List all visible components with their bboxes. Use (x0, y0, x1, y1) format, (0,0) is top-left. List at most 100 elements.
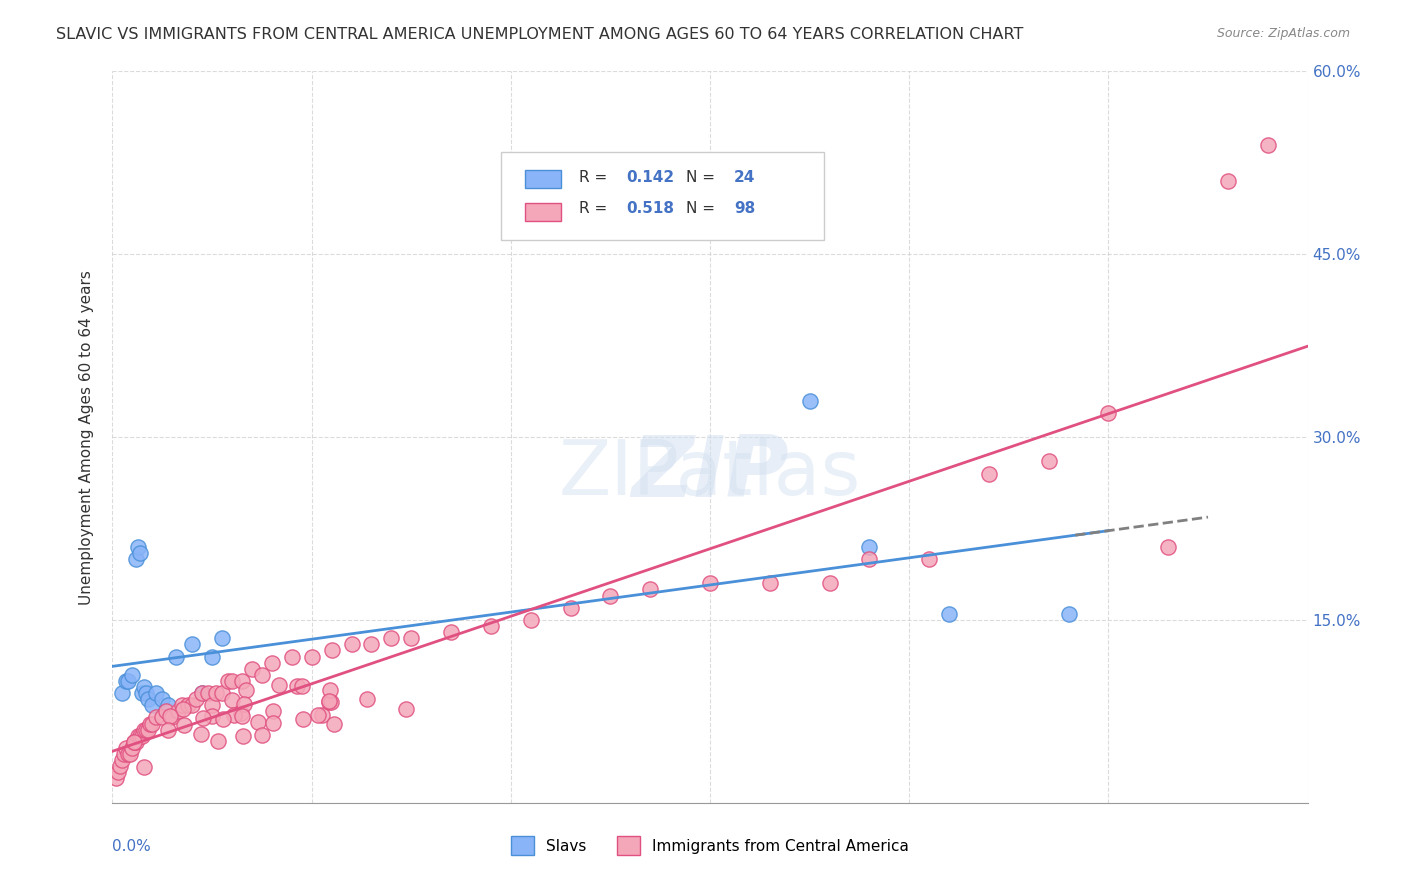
Immigrants from Central America (321, 695, 343, 709)
Immigrants from Central America (262, 716, 284, 731)
Immigrants from Central America (640, 582, 662, 597)
Immigrants from Central America (247, 714, 270, 729)
Immigrants from Central America (145, 710, 167, 724)
Slavs (117, 673, 139, 688)
Immigrants from Central America (155, 705, 177, 719)
Immigrants from Central America (285, 679, 308, 693)
Text: 0.518: 0.518 (627, 202, 675, 217)
Immigrants from Central America (197, 686, 219, 700)
Slavs (211, 632, 233, 646)
Immigrants from Central America (150, 710, 173, 724)
Immigrants from Central America (262, 704, 284, 718)
Immigrants from Central America (292, 712, 315, 726)
Immigrants from Central America (138, 723, 160, 737)
Slavs (858, 540, 880, 554)
Text: N =: N = (686, 169, 720, 185)
Immigrants from Central America (380, 632, 402, 646)
Immigrants from Central America (319, 683, 342, 698)
Immigrants from Central America (157, 723, 180, 737)
Immigrants from Central America (340, 637, 363, 651)
Slavs (121, 667, 143, 681)
Text: ZIPatlas: ZIPatlas (558, 437, 862, 510)
Immigrants from Central America (818, 576, 841, 591)
Immigrants from Central America (191, 686, 214, 700)
Y-axis label: Unemployment Among Ages 60 to 64 years: Unemployment Among Ages 60 to 64 years (79, 269, 94, 605)
Immigrants from Central America (1097, 406, 1119, 420)
Immigrants from Central America (560, 600, 582, 615)
Immigrants from Central America (356, 691, 378, 706)
Immigrants from Central America (131, 729, 153, 743)
Immigrants from Central America (172, 698, 194, 713)
Immigrants from Central America (207, 733, 229, 747)
Immigrants from Central America (231, 706, 253, 720)
Immigrants from Central America (1038, 454, 1060, 468)
Slavs (191, 686, 214, 700)
Immigrants from Central America (977, 467, 1000, 481)
Immigrants from Central America (250, 667, 273, 681)
Immigrants from Central America (250, 727, 273, 741)
Immigrants from Central America (222, 708, 245, 723)
Immigrants from Central America (1157, 540, 1180, 554)
Immigrants from Central America (318, 694, 340, 708)
Immigrants from Central America (394, 701, 416, 715)
Immigrants from Central America (260, 656, 283, 670)
Immigrants from Central America (240, 662, 263, 676)
Immigrants from Central America (217, 673, 239, 688)
Immigrants from Central America (111, 753, 134, 767)
Immigrants from Central America (321, 643, 343, 657)
Immigrants from Central America (139, 716, 162, 731)
Slavs (799, 393, 821, 408)
Text: 0.0%: 0.0% (112, 839, 152, 855)
Immigrants from Central America (201, 709, 224, 723)
Text: SLAVIC VS IMMIGRANTS FROM CENTRAL AMERICA UNEMPLOYMENT AMONG AGES 60 TO 64 YEARS: SLAVIC VS IMMIGRANTS FROM CENTRAL AMERIC… (56, 27, 1024, 42)
Immigrants from Central America (172, 702, 194, 716)
Immigrants from Central America (221, 693, 243, 707)
Immigrants from Central America (205, 686, 228, 700)
Immigrants from Central America (125, 735, 148, 749)
Immigrants from Central America (360, 637, 382, 651)
Slavs (157, 698, 180, 713)
Slavs (201, 649, 224, 664)
Text: ZIP: ZIP (631, 432, 789, 516)
Slavs (129, 546, 152, 560)
Immigrants from Central America (120, 747, 142, 761)
Immigrants from Central America (117, 747, 139, 761)
Immigrants from Central America (186, 692, 208, 706)
Slavs (134, 680, 156, 694)
Immigrants from Central America (323, 716, 346, 731)
Slavs (1057, 607, 1080, 621)
Immigrants from Central America (121, 740, 143, 755)
Slavs (125, 552, 148, 566)
Slavs (138, 692, 160, 706)
Text: 24: 24 (734, 169, 755, 185)
Immigrants from Central America (124, 735, 146, 749)
Immigrants from Central America (232, 729, 254, 743)
Slavs (111, 686, 134, 700)
Immigrants from Central America (918, 552, 941, 566)
Immigrants from Central America (141, 716, 163, 731)
Immigrants from Central America (759, 576, 782, 591)
Immigrants from Central America (231, 673, 253, 688)
Immigrants from Central America (235, 682, 257, 697)
Immigrants from Central America (211, 686, 233, 700)
Immigrants from Central America (858, 552, 880, 566)
Immigrants from Central America (1216, 174, 1239, 188)
Slavs (181, 637, 204, 651)
Immigrants from Central America (181, 698, 204, 713)
Slavs (127, 540, 149, 554)
Text: R =: R = (579, 202, 612, 217)
Slavs (165, 649, 187, 664)
Immigrants from Central America (122, 735, 145, 749)
Immigrants from Central America (440, 625, 463, 640)
FancyBboxPatch shape (524, 203, 561, 221)
Text: Source: ZipAtlas.com: Source: ZipAtlas.com (1216, 27, 1350, 40)
Slavs (938, 607, 960, 621)
Text: R =: R = (579, 169, 612, 185)
Immigrants from Central America (115, 740, 138, 755)
Slavs (115, 673, 138, 688)
Immigrants from Central America (129, 729, 152, 743)
Immigrants from Central America (190, 726, 212, 740)
Immigrants from Central America (105, 772, 128, 786)
Slavs (145, 686, 167, 700)
FancyBboxPatch shape (524, 170, 561, 188)
